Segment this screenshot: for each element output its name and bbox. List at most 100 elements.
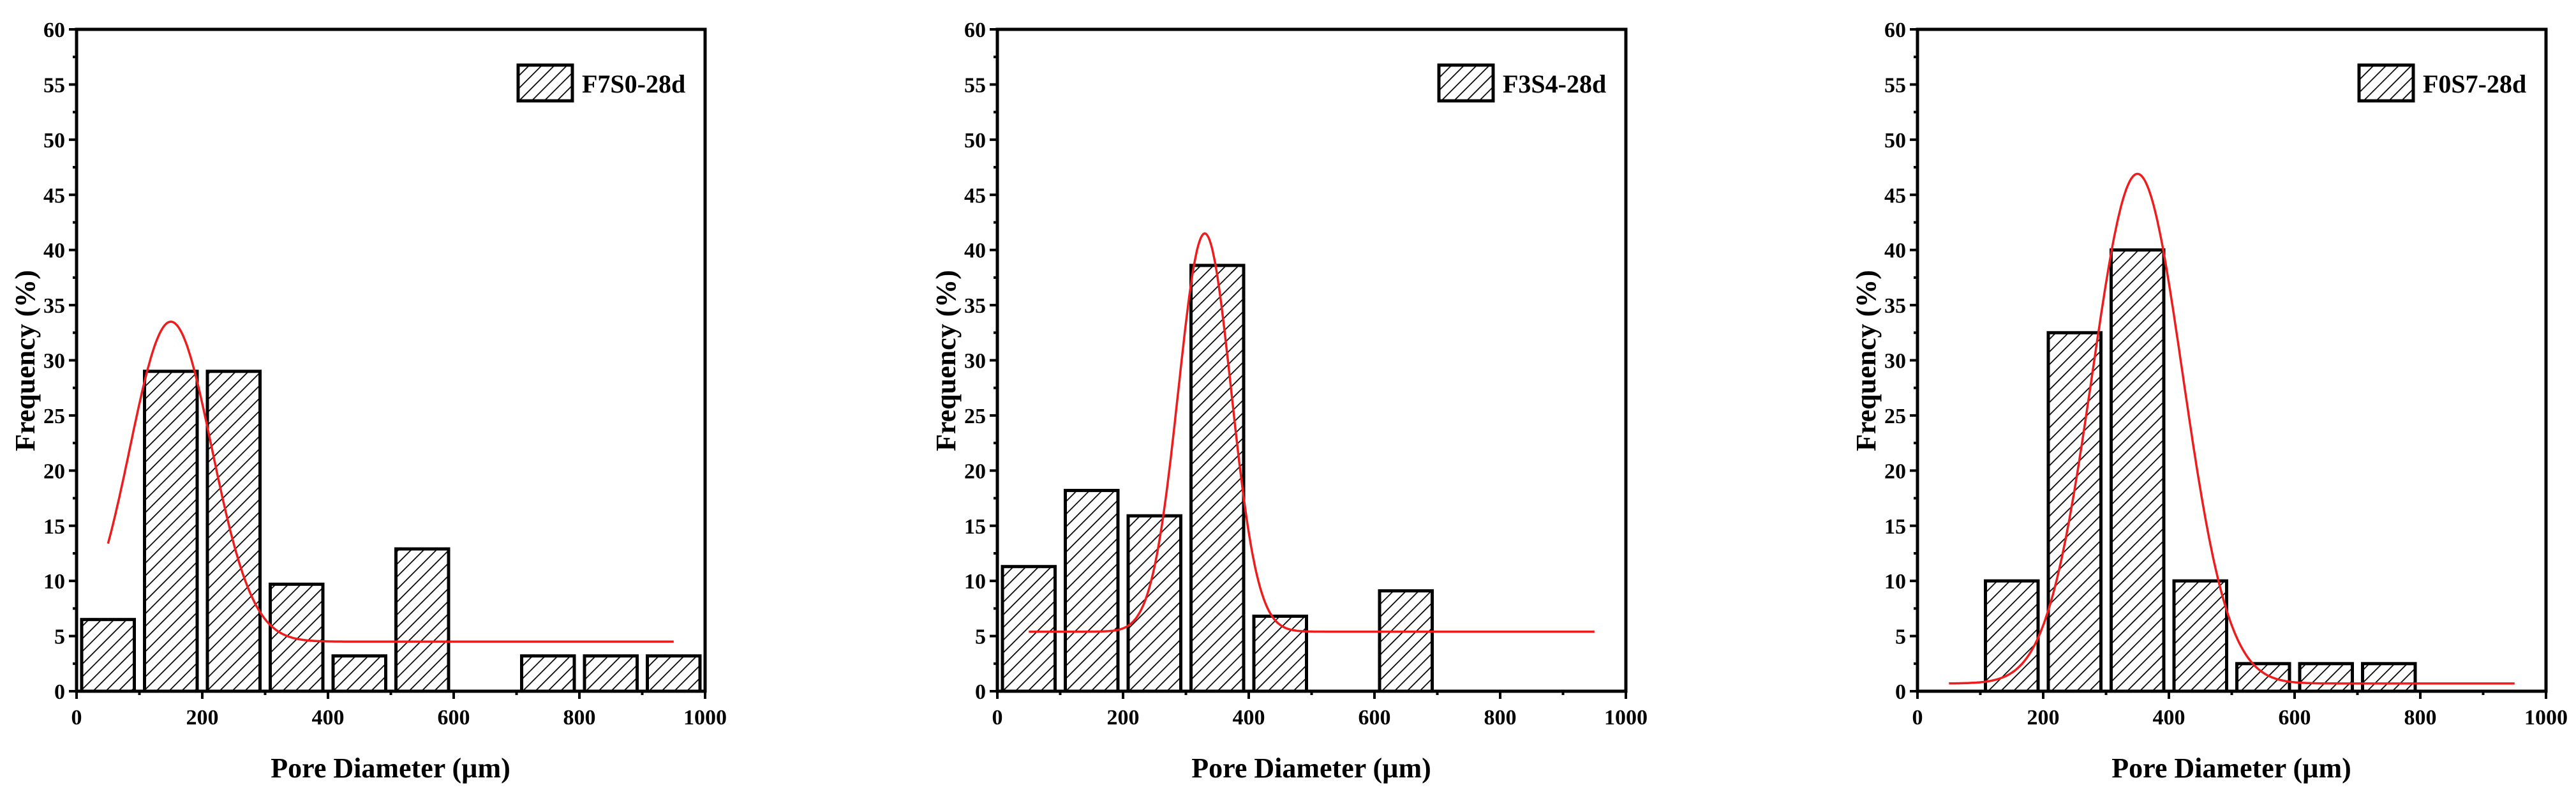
x-tick-label: 0 [992, 706, 1003, 730]
x-axis-title: Pore Diameter (µm) [2111, 752, 2351, 784]
y-tick-label: 15 [964, 515, 986, 539]
y-tick-label: 0 [1895, 680, 1906, 704]
x-tick-label: 600 [1359, 706, 1391, 730]
x-tick-label: 1000 [683, 706, 727, 730]
y-tick-label: 20 [964, 460, 986, 483]
bar-150 [143, 370, 199, 693]
legend: F7S0-28d [516, 63, 685, 103]
bar-750 [2361, 662, 2417, 693]
bar-450 [331, 654, 387, 693]
gaussian-fit-curve [1949, 172, 2515, 685]
bar-450 [1252, 614, 1308, 693]
bar-550 [394, 547, 450, 693]
y-tick-label: 35 [1884, 294, 1906, 318]
y-tick-label: 45 [43, 184, 65, 207]
bar-350 [1189, 264, 1246, 693]
y-tick-label: 60 [43, 19, 65, 42]
y-tick-label: 0 [975, 680, 986, 704]
y-tick-label: 60 [1884, 19, 1906, 42]
legend: F3S4-28d [1437, 63, 1606, 103]
bar-650 [1378, 589, 1434, 693]
legend-swatch [2357, 63, 2415, 103]
y-tick-label: 10 [964, 570, 986, 594]
legend-label: F7S0-28d [582, 70, 685, 98]
y-tick-label: 55 [1884, 73, 1906, 97]
x-tick-label: 800 [563, 706, 596, 730]
y-tick-label: 50 [43, 129, 65, 153]
y-tick-label: 30 [1884, 350, 1906, 373]
y-tick-label: 5 [975, 625, 986, 649]
bar-950 [646, 654, 702, 693]
y-tick-label: 10 [1884, 570, 1906, 594]
y-tick-label: 35 [43, 294, 65, 318]
x-tick-label: 1000 [2524, 706, 2568, 730]
y-tick-label: 0 [54, 680, 65, 704]
y-tick-label: 35 [964, 294, 986, 318]
x-tick-label: 200 [1107, 706, 1140, 730]
x-tick-label: 200 [186, 706, 219, 730]
x-tick-label: 800 [2404, 706, 2437, 730]
x-tick-label: 600 [2279, 706, 2311, 730]
bar-650 [2298, 662, 2354, 693]
x-tick-label: 0 [1912, 706, 1923, 730]
bar-850 [583, 654, 639, 693]
y-tick-label: 25 [43, 405, 65, 428]
x-tick-label: 200 [2027, 706, 2060, 730]
bar-450 [2172, 579, 2228, 693]
y-tick-label: 40 [43, 239, 65, 263]
x-axis-title: Pore Diameter (µm) [1191, 752, 1431, 784]
y-tick-label: 25 [1884, 405, 1906, 428]
legend-label: F0S7-28d [2423, 70, 2526, 98]
y-tick-label: 5 [1895, 625, 1906, 649]
y-axis-title: Frequency (%) [10, 270, 41, 451]
legend-label: F3S4-28d [1503, 70, 1606, 98]
y-tick-label: 10 [43, 570, 65, 594]
x-tick-label: 600 [438, 706, 470, 730]
y-tick-label: 55 [43, 73, 65, 97]
x-tick-label: 1000 [1604, 706, 1648, 730]
x-tick-label: 400 [2153, 706, 2185, 730]
y-tick-label: 30 [964, 350, 986, 373]
x-tick-label: 400 [312, 706, 345, 730]
y-tick-label: 50 [964, 129, 986, 153]
x-tick-label: 400 [1233, 706, 1265, 730]
legend-swatch [516, 63, 574, 103]
y-tick-label: 30 [43, 350, 65, 373]
bar-250 [1126, 514, 1182, 693]
bar-350 [2110, 248, 2166, 693]
bar-150 [1984, 579, 2040, 693]
y-tick-label: 60 [964, 19, 986, 42]
legend-swatch [1437, 63, 1495, 103]
bar-550 [2235, 662, 2291, 693]
y-tick-label: 20 [43, 460, 65, 483]
y-tick-label: 45 [964, 184, 986, 207]
bar-250 [2046, 331, 2103, 693]
y-tick-label: 50 [1884, 129, 1906, 153]
y-tick-label: 40 [964, 239, 986, 263]
bar-50 [80, 618, 136, 693]
y-tick-label: 20 [1884, 460, 1906, 483]
y-tick-label: 15 [43, 515, 65, 539]
legend: F0S7-28d [2357, 63, 2526, 103]
y-tick-label: 15 [1884, 515, 1906, 539]
gaussian-fit-curve [107, 320, 674, 643]
y-tick-label: 55 [964, 73, 986, 97]
x-tick-label: 800 [1484, 706, 1517, 730]
bar-50 [1001, 565, 1057, 693]
x-tick-label: 0 [71, 706, 82, 730]
y-tick-label: 45 [1884, 184, 1906, 207]
y-tick-label: 5 [54, 625, 65, 649]
bar-150 [1064, 488, 1120, 693]
y-axis-title: Frequency (%) [930, 270, 962, 451]
x-axis-title: Pore Diameter (µm) [271, 752, 510, 784]
bar-250 [205, 370, 262, 693]
y-axis-title: Frequency (%) [1850, 270, 1882, 451]
y-tick-label: 25 [964, 405, 986, 428]
bar-750 [520, 654, 576, 693]
y-tick-label: 40 [1884, 239, 1906, 263]
gaussian-fit-curve [1029, 232, 1595, 633]
